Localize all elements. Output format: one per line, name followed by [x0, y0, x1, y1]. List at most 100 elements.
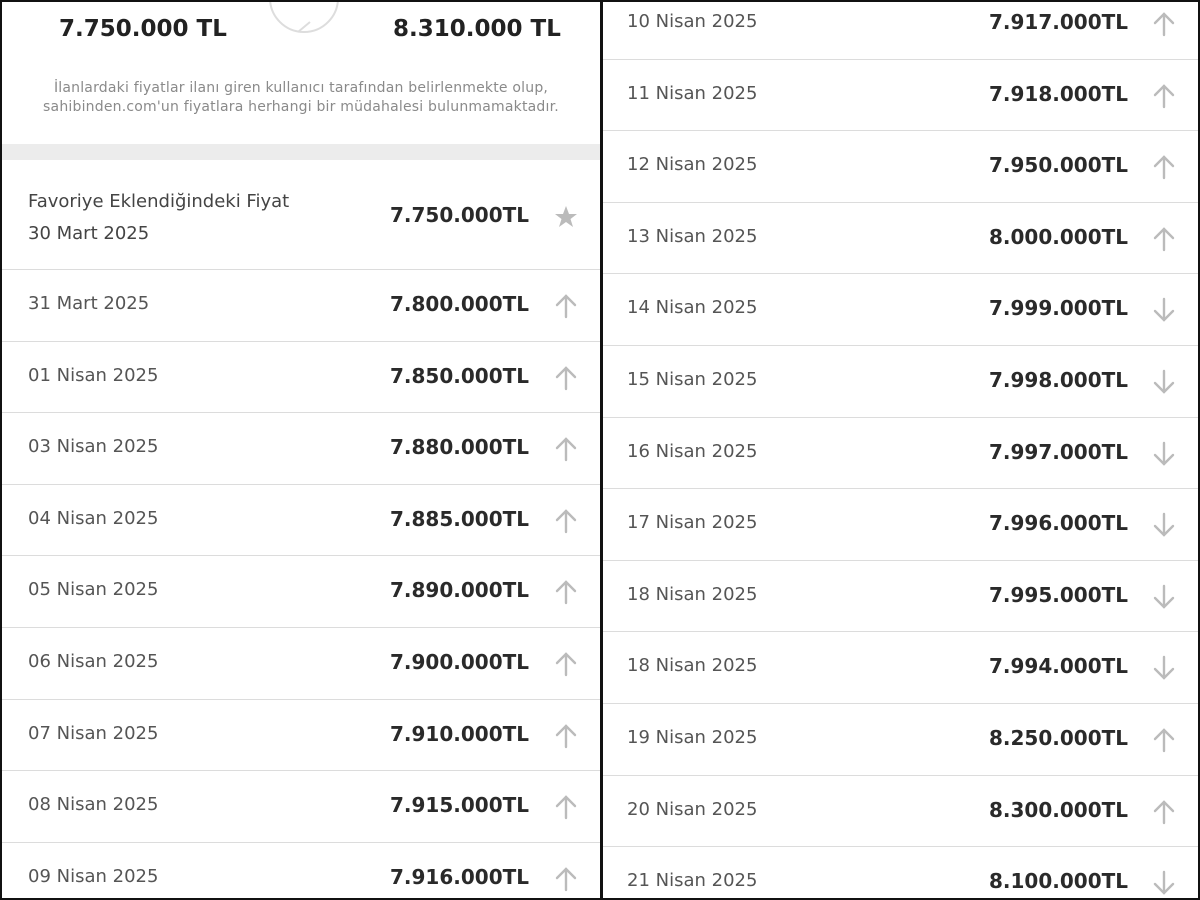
row-price: 7.996.000TL — [989, 511, 1128, 536]
row-price: 7.915.000TL — [390, 793, 529, 818]
price-row: 03 Nisan 2025 7.880.000TL — [2, 413, 600, 485]
row-price: 8.250.000TL — [989, 726, 1128, 750]
row-date: 06 Nisan 2025 — [28, 651, 159, 672]
arrow-head — [1153, 83, 1175, 96]
row-price: 7.998.000TL — [989, 368, 1128, 392]
row-date: 18 Nisan 2025 — [627, 655, 758, 677]
arrow-shape — [555, 723, 577, 748]
row-price: 7.995.000TL — [989, 582, 1128, 607]
compare-icon — [269, 2, 339, 33]
favorite-row: Favoriye Eklendiğindeki Fiyat 30 Mart 20… — [2, 160, 600, 270]
price-row: 20 Nisan 2025 8.300.000TL — [603, 776, 1198, 848]
price-row: 01 Nisan 2025 7.850.000TL — [2, 342, 600, 414]
arrow-shape — [1153, 728, 1175, 753]
row-price: 7.997.000TL — [989, 439, 1128, 464]
price-row: 18 Nisan 2025 7.994.000TL — [603, 632, 1198, 704]
price-row: 05 Nisan 2025 7.890.000TL — [2, 556, 600, 628]
price-row: 14 Nisan 2025 7.999.000TL — [603, 274, 1198, 346]
row-price: 7.885.000TL — [390, 506, 529, 531]
start-price: 7.750.000 TL — [59, 16, 227, 42]
row-date: 09 Nisan 2025 — [28, 865, 159, 887]
row-price: 8.100.000TL — [989, 869, 1128, 894]
row-date: 21 Nisan 2025 — [627, 870, 758, 892]
favorite-label: Favoriye Eklendiğindeki Fiyat — [28, 191, 290, 212]
trend-arrow — [555, 437, 577, 462]
star-icon — [555, 206, 577, 227]
arrow-shape — [1153, 227, 1175, 251]
row-price: 7.880.000TL — [390, 435, 529, 460]
trend-arrow — [1153, 512, 1175, 537]
arrow-shape — [555, 509, 577, 533]
price-row: 31 Mart 2025 7.800.000TL — [2, 270, 600, 342]
row-price: 8.300.000TL — [989, 797, 1128, 822]
row-date: 16 Nisan 2025 — [627, 440, 758, 462]
arrow-head — [1153, 12, 1175, 25]
trend-arrow — [1153, 728, 1175, 753]
arrow-head — [1153, 381, 1175, 394]
arrow-shape — [1153, 870, 1175, 895]
arrow-shape — [555, 795, 577, 820]
trend-arrow — [1153, 656, 1175, 681]
arrow-head — [555, 580, 577, 593]
arrow-shape — [555, 294, 577, 319]
arrow-head — [1153, 453, 1175, 466]
arrow-head — [1153, 799, 1175, 812]
arrow-head — [1153, 596, 1175, 609]
favorite-price: 7.750.000TL — [390, 203, 529, 227]
arrow-head — [555, 795, 577, 808]
arrow-shape — [1153, 584, 1175, 609]
row-date: 10 Nisan 2025 — [627, 11, 758, 32]
row-date: 01 Nisan 2025 — [28, 364, 159, 386]
price-row: 11 Nisan 2025 7.918.000TL — [603, 60, 1198, 132]
row-date: 13 Nisan 2025 — [627, 225, 758, 247]
arrow-head — [555, 723, 577, 736]
trend-arrow — [1153, 441, 1175, 466]
arrow-head — [555, 652, 577, 665]
arrow-head — [1153, 310, 1175, 323]
disclaimer-line: sahibinden.com'un fiyatlara herhangi bir… — [43, 99, 559, 115]
row-date: 17 Nisan 2025 — [627, 512, 758, 534]
current-price: 8.310.000 TL — [393, 16, 561, 42]
row-date: 20 Nisan 2025 — [627, 798, 758, 820]
price-row: 07 Nisan 2025 7.910.000TL — [2, 700, 600, 772]
price-row: 04 Nisan 2025 7.885.000TL — [2, 485, 600, 557]
row-price: 7.918.000TL — [989, 81, 1128, 106]
trend-arrow — [1153, 870, 1175, 895]
arrow-shape — [1153, 155, 1175, 180]
arrow-shape — [1153, 512, 1175, 537]
row-date: 11 Nisan 2025 — [627, 82, 758, 104]
row-date: 12 Nisan 2025 — [627, 154, 758, 176]
arrow-shape — [1153, 298, 1175, 323]
arrow-head — [555, 437, 577, 450]
row-date: 07 Nisan 2025 — [28, 722, 159, 744]
arrow-head — [1153, 882, 1175, 895]
row-date: 15 Nisan 2025 — [627, 369, 758, 390]
row-date: 04 Nisan 2025 — [28, 507, 159, 529]
trend-arrow — [555, 795, 577, 820]
row-price: 7.916.000TL — [390, 864, 529, 889]
row-date: 03 Nisan 2025 — [28, 436, 159, 458]
trend-arrow — [1153, 155, 1175, 180]
trend-arrow — [1153, 12, 1175, 37]
price-row: 19 Nisan 2025 8.250.000TL — [603, 704, 1198, 776]
arrow-head — [555, 867, 577, 879]
trend-arrow — [555, 365, 577, 390]
price-row: 21 Nisan 2025 8.100.000TL — [603, 847, 1198, 898]
row-price: 7.910.000TL — [390, 721, 529, 746]
arrow-shape — [555, 437, 577, 462]
arrow-shape — [1153, 441, 1175, 466]
arrow-head — [1153, 524, 1175, 537]
row-price: 7.890.000TL — [390, 578, 529, 603]
arrow-head — [555, 509, 577, 521]
row-price: 7.950.000TL — [989, 153, 1128, 178]
price-row: 17 Nisan 2025 7.996.000TL — [603, 489, 1198, 561]
trend-arrow — [555, 294, 577, 319]
favorite-date: 30 Mart 2025 — [28, 223, 150, 244]
row-price: 7.900.000TL — [390, 650, 529, 674]
row-date: 18 Nisan 2025 — [627, 583, 758, 605]
divider — [600, 2, 603, 898]
arrow-head — [1153, 155, 1175, 168]
trend-arrow — [555, 509, 577, 533]
price-row: 16 Nisan 2025 7.997.000TL — [603, 418, 1198, 490]
